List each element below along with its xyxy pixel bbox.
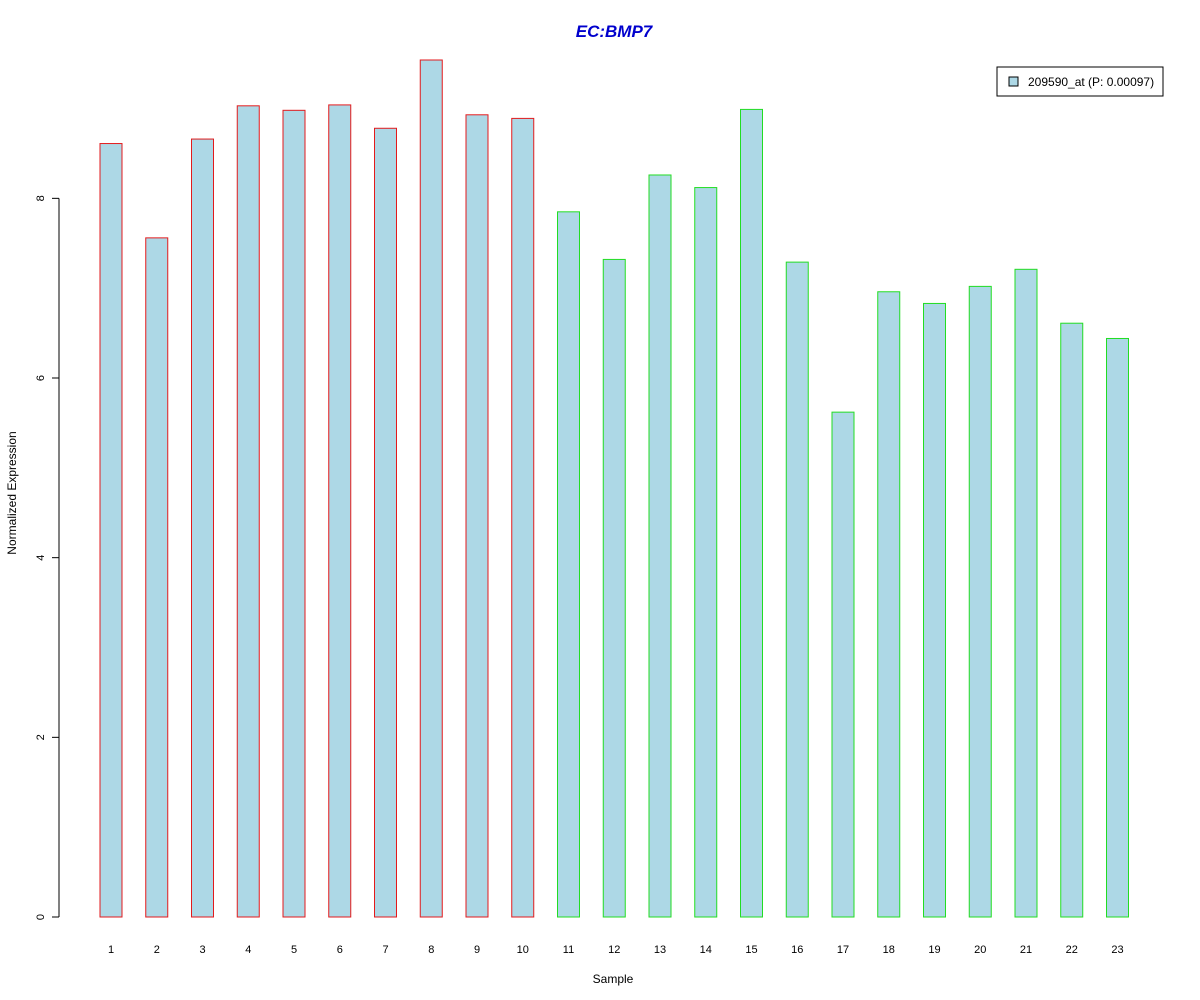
y-tick-label: 4 [35,555,47,561]
x-tick-label: 14 [700,944,712,956]
x-tick-label: 21 [1020,944,1032,956]
bar-series [99,59,1129,918]
x-tick-label: 7 [382,944,388,956]
bar-sample-6 [328,104,352,918]
legend-box [996,66,1164,97]
y-axis-label: Normalized Expression [5,431,19,554]
x-tick-label: 4 [245,944,251,956]
chart-title: EC:BMP7 [576,22,654,41]
legend: 209590_at (P: 0.00097) [996,66,1164,97]
bar-sample-21 [1014,268,1038,918]
x-tick-label: 20 [974,944,986,956]
bar-sample-23 [1106,337,1129,918]
bar-sample-18 [877,291,901,918]
y-tick-label: 0 [35,914,47,920]
x-tick-label: 13 [654,944,666,956]
legend-swatch [1008,76,1019,87]
bar-sample-13 [648,174,672,918]
x-tick-label: 11 [563,944,574,956]
bar-sample-22 [1060,322,1084,918]
x-tick-label: 19 [928,944,940,956]
bar-sample-15 [740,108,763,918]
bar-sample-11 [557,211,580,918]
x-tick-label: 17 [837,944,849,956]
bar-sample-17 [831,411,855,918]
bar-sample-16 [785,261,809,918]
bar-sample-8 [419,59,443,918]
x-tick-label: 2 [154,944,160,956]
y-axis: 0 2 4 6 8 [35,195,60,920]
legend-label: 209590_at (P: 0.00097) [1028,75,1154,89]
x-tick-label: 1 [108,944,114,956]
bar-sample-9 [465,114,489,918]
y-tick-label: 2 [35,734,47,740]
bar-sample-5 [282,109,306,918]
x-tick-label: 9 [474,944,480,956]
x-tick-label: 8 [428,944,434,956]
bar-sample-19 [923,302,946,918]
y-tick-label: 6 [35,375,47,381]
x-axis-label: Sample [593,972,634,986]
x-tick-label: 15 [745,944,757,956]
x-tick-label: 6 [337,944,343,956]
bar-sample-14 [694,187,718,918]
x-tick-label: 5 [291,944,297,956]
x-tick-label: 3 [199,944,205,956]
x-tick-label: 12 [608,944,620,956]
bar-sample-4 [236,105,260,918]
bar-sample-7 [374,127,397,918]
x-tick-label: 23 [1111,944,1123,956]
x-tick-label: 18 [883,944,895,956]
bar-sample-12 [602,258,626,918]
bar-sample-20 [968,285,992,918]
x-tick-label: 10 [517,944,529,956]
bar-sample-2 [145,237,169,918]
x-tick-labels: 1 2 3 4 5 6 7 8 9 10 11 12 13 14 15 16 17 18 19 20 21 22 23 [108,944,1124,956]
y-tick-label: 8 [35,195,47,201]
x-tick-label: 22 [1066,944,1078,956]
bar-sample-1 [99,143,123,918]
bar-sample-3 [191,138,214,918]
x-tick-label: 16 [791,944,803,956]
bar-sample-10 [511,117,535,918]
